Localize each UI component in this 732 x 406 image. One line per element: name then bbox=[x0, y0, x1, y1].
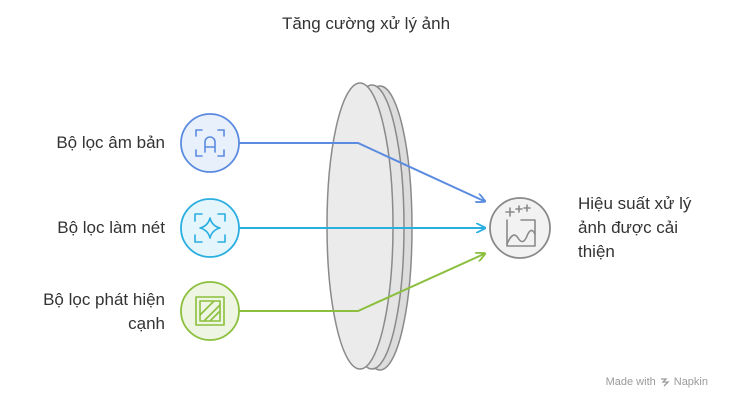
watermark-brand: Napkin bbox=[673, 376, 708, 388]
sparkle-frame-icon bbox=[194, 213, 226, 243]
improved-performance-node bbox=[489, 197, 551, 259]
output-label: Hiệu suất xử lý ảnh được cải thiện bbox=[578, 194, 692, 261]
input-label-negative: Bộ lọc âm bản bbox=[56, 133, 165, 152]
watermark-text: Made with bbox=[605, 376, 656, 388]
sharpen-filter-node bbox=[180, 198, 240, 258]
watermark: Made with Napkin bbox=[606, 376, 708, 388]
negative-filter-node bbox=[180, 113, 240, 173]
a-frame-icon bbox=[195, 129, 225, 157]
image-sparkle-icon bbox=[505, 204, 536, 247]
input-label-edge: Bộ lọc phát hiện cạnh bbox=[43, 290, 165, 333]
input-label-sharpen: Bộ lọc làm nét bbox=[57, 218, 165, 237]
edge-square-icon bbox=[195, 296, 225, 326]
napkin-logo-icon bbox=[660, 378, 670, 387]
connector-line-negative bbox=[238, 142, 484, 201]
connector-line-edge bbox=[238, 254, 484, 312]
diagram-title: Tăng cường xử lý ảnh bbox=[281, 14, 451, 33]
edge-filter-node bbox=[180, 281, 240, 341]
lens-icon bbox=[326, 82, 413, 371]
